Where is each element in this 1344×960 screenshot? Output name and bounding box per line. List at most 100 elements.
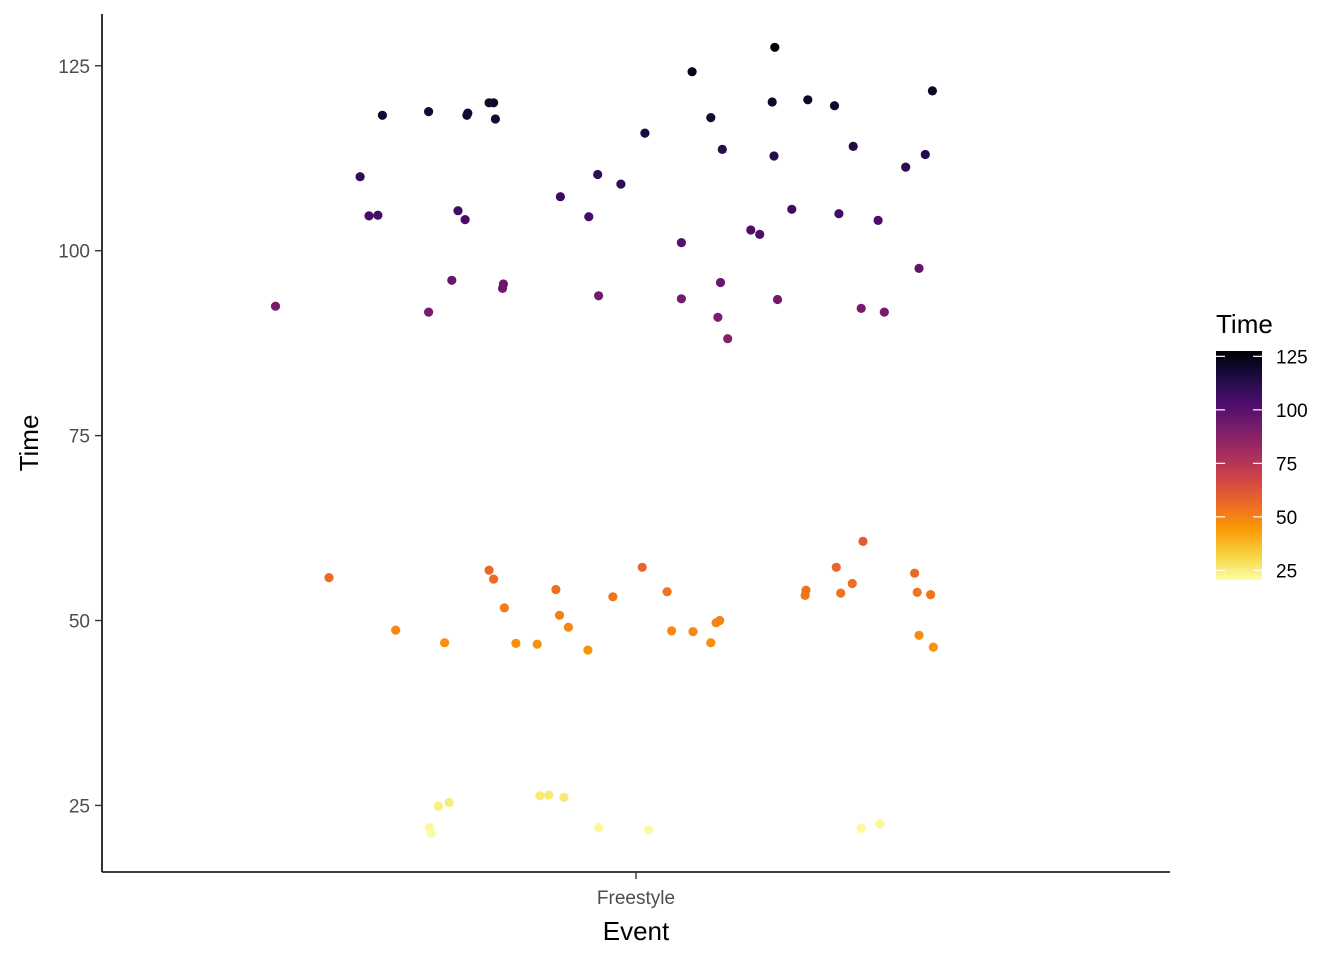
- data-point-84: [912, 587, 922, 598]
- y-tick-label-25: 25: [69, 796, 90, 817]
- data-point-11: [433, 801, 443, 811]
- y-tick-label-75: 75: [69, 427, 90, 448]
- data-point-53: [706, 113, 716, 123]
- legend-ticks: 25 50 75 100 125: [1216, 347, 1308, 582]
- data-point-44: [640, 128, 650, 138]
- data-point-32: [555, 192, 566, 202]
- legend-tick-label-125: 125: [1276, 347, 1308, 368]
- data-point-21: [489, 98, 499, 108]
- data-point-78: [856, 823, 866, 834]
- data-point-88: [926, 590, 936, 600]
- data-point-12: [440, 638, 450, 648]
- data-point-37: [584, 212, 594, 222]
- y-tick-label-125: 125: [58, 57, 90, 78]
- x-axis-title: Event: [603, 916, 670, 946]
- data-point-80: [875, 819, 885, 829]
- data-point-62: [767, 97, 777, 107]
- data-point-58: [717, 144, 727, 154]
- data-point-39: [594, 291, 604, 301]
- data-point-52: [706, 638, 716, 648]
- points-layer: [270, 42, 938, 839]
- y-axis-title: Time: [14, 415, 44, 472]
- data-point-60: [746, 225, 756, 235]
- data-point-86: [914, 630, 924, 640]
- data-point-16: [460, 215, 470, 225]
- legend-tick-label-50: 50: [1276, 508, 1297, 529]
- data-point-70: [829, 101, 840, 111]
- data-point-13: [444, 797, 454, 808]
- y-ticks: 25 50 75 100 125: [58, 57, 102, 817]
- data-point-76: [856, 303, 866, 313]
- data-point-69: [803, 95, 813, 105]
- legend-tick-label-25: 25: [1276, 561, 1297, 582]
- data-point-18: [463, 108, 473, 118]
- data-point-41: [608, 592, 618, 602]
- data-point-45: [643, 825, 654, 835]
- data-point-66: [787, 204, 797, 214]
- data-point-57: [715, 615, 725, 626]
- data-point-48: [676, 238, 687, 248]
- data-point-19: [484, 565, 494, 575]
- x-tick-label-freestyle: Freestyle: [597, 888, 675, 909]
- data-point-79: [873, 215, 883, 225]
- data-point-15: [453, 206, 463, 216]
- data-point-49: [676, 294, 687, 304]
- data-point-72: [834, 209, 844, 219]
- data-point-50: [687, 67, 697, 77]
- data-point-81: [879, 307, 889, 317]
- data-point-8: [424, 307, 434, 317]
- data-point-3: [364, 211, 374, 221]
- y-tick-label-50: 50: [69, 612, 90, 633]
- data-point-0: [270, 301, 281, 311]
- data-point-55: [713, 312, 723, 322]
- data-point-10: [426, 828, 436, 839]
- data-point-42: [616, 179, 626, 189]
- data-point-68: [801, 585, 811, 595]
- data-point-89: [927, 86, 938, 96]
- data-point-14: [447, 275, 457, 285]
- data-point-29: [535, 791, 545, 801]
- data-point-85: [914, 263, 924, 273]
- data-point-23: [490, 114, 500, 124]
- data-point-25: [498, 279, 508, 289]
- data-point-2: [355, 172, 365, 182]
- data-point-64: [770, 42, 780, 52]
- y-tick-label-100: 100: [58, 242, 90, 263]
- data-point-74: [847, 578, 857, 589]
- legend-colorbar: [1216, 351, 1262, 580]
- data-point-22: [489, 574, 499, 584]
- data-point-47: [667, 626, 677, 636]
- data-point-65: [772, 294, 783, 305]
- data-point-87: [920, 149, 930, 160]
- data-point-4: [373, 210, 383, 220]
- data-point-38: [593, 169, 603, 180]
- data-point-59: [723, 334, 733, 344]
- data-point-27: [511, 638, 521, 649]
- data-point-63: [769, 151, 779, 161]
- data-point-33: [554, 610, 565, 620]
- data-point-46: [662, 587, 672, 597]
- data-point-40: [594, 823, 604, 833]
- legend-tick-label-100: 100: [1276, 401, 1308, 422]
- legend: Time 25 50 75 100 125: [1216, 309, 1308, 582]
- data-point-30: [544, 790, 554, 800]
- data-point-34: [559, 792, 569, 802]
- data-point-28: [532, 639, 542, 649]
- data-point-83: [910, 568, 920, 578]
- data-point-6: [391, 625, 401, 635]
- data-point-90: [928, 642, 938, 652]
- data-point-36: [583, 645, 593, 655]
- data-point-75: [848, 141, 858, 151]
- data-point-56: [715, 277, 726, 288]
- data-point-51: [688, 627, 698, 637]
- legend-tick-label-75: 75: [1276, 454, 1297, 475]
- data-point-77: [858, 536, 868, 547]
- legend-title: Time: [1216, 309, 1273, 339]
- data-point-7: [424, 107, 434, 117]
- data-point-43: [637, 562, 647, 572]
- data-point-26: [499, 603, 509, 613]
- data-point-35: [563, 622, 574, 632]
- data-point-82: [901, 162, 911, 172]
- data-point-31: [551, 584, 561, 595]
